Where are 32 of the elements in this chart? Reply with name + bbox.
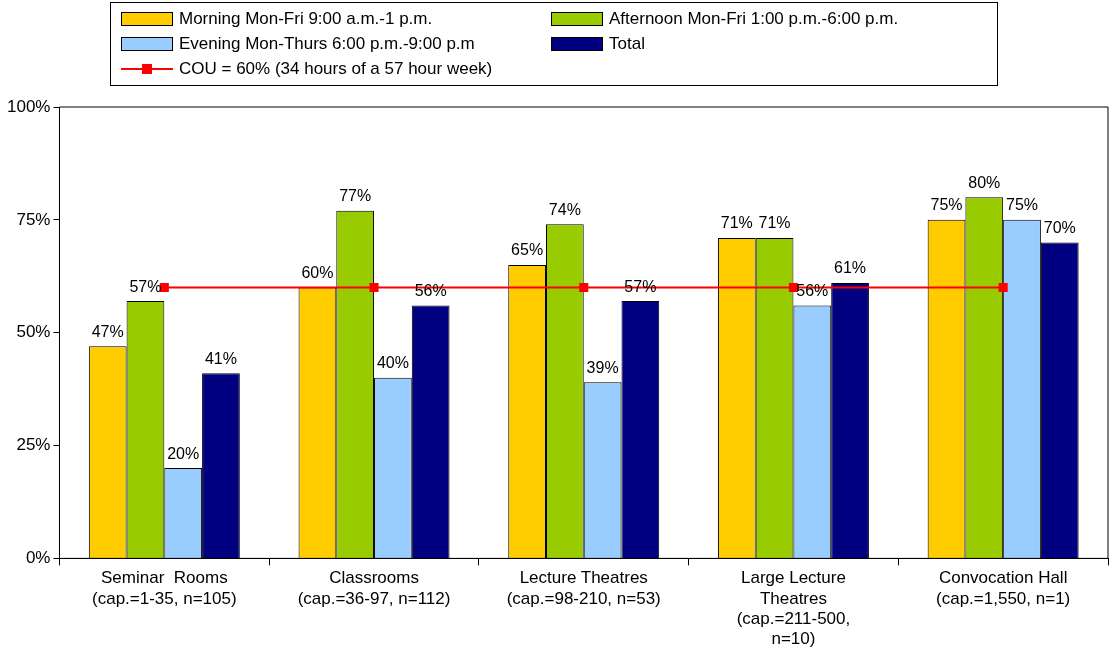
legend-label: Morning Mon-Fri 9:00 a.m.-1 p.m.	[179, 9, 433, 29]
legend-label: COU = 60% (34 hours of a 57 hour week)	[179, 59, 493, 79]
y-tick-label: 100%	[7, 96, 51, 116]
data-label: 41%	[204, 349, 237, 367]
x-tick-label: Convocation Hall (cap.=1,550, n=1)	[936, 568, 1071, 608]
x-tick-label: Lecture Theatres (cap.=98-210, n=53)	[506, 568, 661, 608]
data-label: 39%	[586, 358, 619, 376]
legend-label: Afternoon Mon-Fri 1:00 p.m.-6:00 p.m.	[609, 9, 899, 29]
data-label: 60%	[301, 263, 334, 281]
y-tick-label: 50%	[16, 322, 51, 342]
data-label: 75%	[930, 196, 963, 214]
data-label: 75%	[1006, 196, 1039, 214]
data-label: 40%	[376, 354, 409, 372]
legend-label: Total	[609, 34, 645, 54]
data-label: 80%	[968, 173, 1001, 191]
y-tick-label: 75%	[16, 209, 51, 229]
data-label: 70%	[1043, 218, 1076, 236]
data-label: 77%	[339, 187, 372, 205]
data-label: 57%	[129, 277, 162, 295]
data-label: 20%	[167, 444, 200, 462]
data-label: 65%	[511, 241, 544, 259]
legend-label: Evening Mon-Thurs 6:00 p.m.-9:00 p.m	[179, 34, 475, 54]
data-label: 71%	[720, 214, 753, 232]
data-label: 74%	[548, 200, 581, 218]
data-label: 61%	[834, 259, 867, 277]
x-tick-label: Classrooms (cap.=36-97, n=112)	[297, 568, 451, 608]
y-tick-label: 0%	[25, 548, 51, 568]
x-tick-label: Seminar Rooms (cap.=1-35, n=105)	[92, 568, 237, 608]
x-tick-label: Large Lecture Theatres (cap.=211-500, n=10)	[736, 568, 851, 649]
data-label: 47%	[91, 322, 124, 340]
y-tick-label: 25%	[16, 435, 51, 455]
data-label: 71%	[758, 214, 791, 232]
